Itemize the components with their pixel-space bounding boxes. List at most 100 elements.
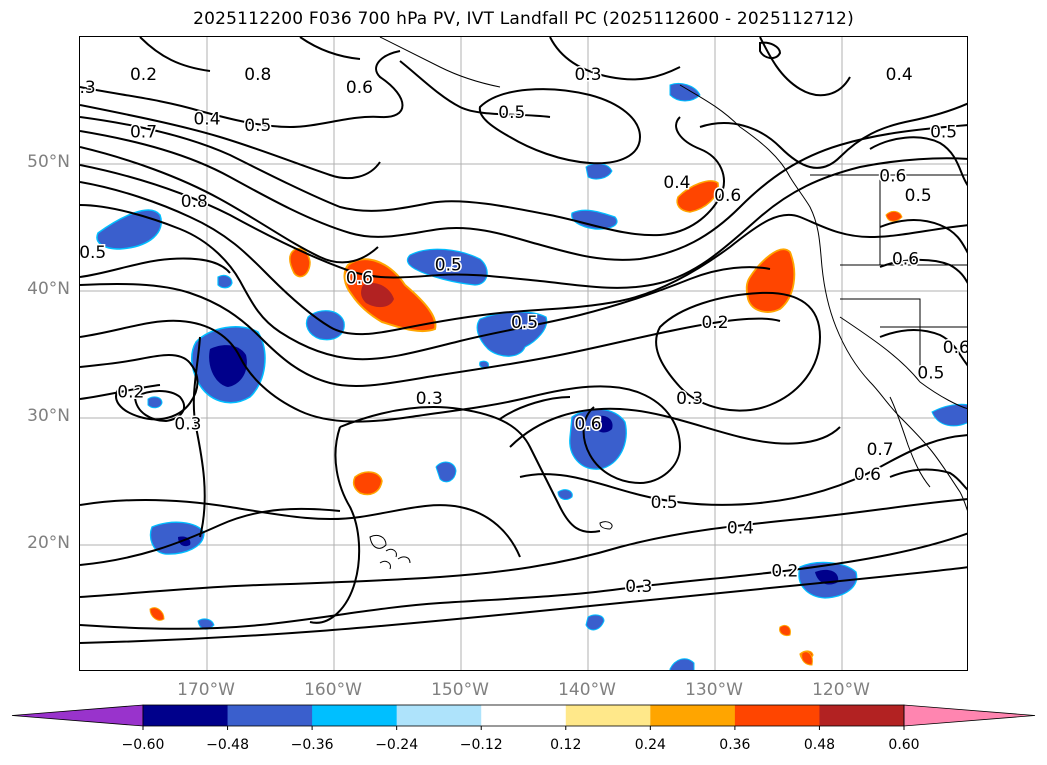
contour-label: 0.8 <box>244 65 271 85</box>
contour-label: 0.5 <box>511 313 538 333</box>
contour-label: 0.2 <box>701 313 728 333</box>
colorbar-tick-label: 0.48 <box>803 737 836 753</box>
colorbar-tick-label: −0.24 <box>375 737 419 753</box>
contour-line <box>80 257 231 278</box>
contour-label: 0.7 <box>130 122 157 142</box>
strong-negative-patch <box>595 415 613 433</box>
colorbar <box>11 704 1036 730</box>
colorbar-outline <box>142 704 905 727</box>
contour-line <box>80 532 967 630</box>
island-hawaii <box>599 521 613 530</box>
contour-line <box>80 116 725 237</box>
colorbar-bin <box>227 705 313 726</box>
contour-line <box>80 282 781 387</box>
contour-line <box>139 37 211 72</box>
contour-label: 0.5 <box>905 186 932 206</box>
colorbar-bin <box>819 705 905 726</box>
map-canvas: 0.2 0.80.60.50.40.7.30.30.50.40.50.80.50.… <box>80 37 968 670</box>
contour-label: 0.3 <box>174 414 201 434</box>
island-hawaii <box>385 548 397 558</box>
contour-label: 0.3 <box>574 65 601 85</box>
contour-label: 0.6 <box>574 414 601 434</box>
contour-label: 0.3 <box>416 389 443 409</box>
map-panel: 0.2 0.8 0.6 0.5 0.4 0.7.3 0.3 0.5 0.4 0.5 0.8 0.5 0.… <box>79 36 968 671</box>
positive-anomaly-patch <box>779 624 791 636</box>
colorbar-tick-label: −0.36 <box>290 737 334 753</box>
contour-line <box>80 204 771 361</box>
contour-label: 0.6 <box>854 465 881 485</box>
contour-label: 0.6 <box>943 338 968 358</box>
strong-negative-patch <box>209 345 247 387</box>
contour-label: 0.5 <box>244 116 271 136</box>
contour-label: 0.6 <box>346 78 373 98</box>
positive-anomaly-patch <box>745 248 796 313</box>
contour-line <box>80 146 379 264</box>
contour-label: 0.3 <box>676 389 703 409</box>
colorbar-tick-label: 0.60 <box>888 737 920 753</box>
shaded-anomalies <box>96 82 967 670</box>
negative-anomaly-patch <box>197 618 215 630</box>
contour-line <box>80 157 967 289</box>
contour-line <box>133 390 185 423</box>
border-line <box>840 298 921 367</box>
contour-label: 0.5 <box>498 103 525 123</box>
longitude-label: 170°W <box>177 680 235 700</box>
contour-label: 0.4 <box>663 173 690 193</box>
contour-label: 0.2 <box>771 562 798 582</box>
colorbar-bin <box>565 705 651 726</box>
island-hawaii <box>397 556 411 564</box>
colorbar-bin <box>312 705 398 726</box>
colorbar-bin <box>650 705 736 726</box>
contour-line <box>759 41 782 59</box>
contour-label: 0.6 <box>346 268 373 288</box>
positive-anomaly-patch <box>289 247 311 278</box>
positive-anomaly-patch <box>801 651 813 666</box>
colorbar-tick-label: 0.24 <box>634 737 666 753</box>
longitude-label: 140°W <box>558 680 616 700</box>
colorbar-tick-label: −0.12 <box>459 737 503 753</box>
colorbar-tick-label: −0.60 <box>121 737 165 753</box>
coastline-baja <box>889 396 931 488</box>
coastlines <box>369 37 967 570</box>
coastline-north-america <box>679 84 967 511</box>
positive-anomaly-patch <box>352 471 383 496</box>
contour-label: 0.6 <box>879 167 906 187</box>
contour-line <box>80 507 341 566</box>
latitude-label: 20°N <box>27 533 70 553</box>
contour-label: 0.2 <box>130 65 157 85</box>
latitude-label: 50°N <box>27 152 70 172</box>
island-hawaii <box>379 560 391 570</box>
positive-anomaly-patch <box>885 210 903 222</box>
colorbar-bin <box>143 705 229 726</box>
contour-line <box>339 406 601 533</box>
contour-line <box>655 291 822 412</box>
contour-line <box>499 396 571 420</box>
contour-line <box>309 426 361 624</box>
colorbar-bin <box>481 705 567 726</box>
contour-label: .3 <box>80 78 96 98</box>
contour-line <box>80 50 404 129</box>
contour-line <box>80 566 967 644</box>
longitude-label: 130°W <box>685 680 743 700</box>
negative-anomaly-patch <box>435 461 457 483</box>
contour-line <box>80 181 967 336</box>
latitude-label: 40°N <box>27 279 70 299</box>
strong-positive-patch <box>361 282 394 308</box>
pv-contours <box>80 37 967 644</box>
gridlines <box>80 37 967 670</box>
contour-label: 0.4 <box>727 518 754 538</box>
contour-line <box>399 60 551 118</box>
island-hawaii <box>369 534 387 549</box>
latitude-label: 30°N <box>27 406 70 426</box>
contour-line <box>519 434 967 506</box>
contour-line <box>80 104 381 180</box>
contour-labels: 0.2 0.80.60.50.40.7.30.30.50.40.50.80.50.… <box>80 64 968 599</box>
colorbar-bin <box>734 705 820 726</box>
contour-line <box>478 88 642 165</box>
negative-anomaly-patch <box>557 489 573 500</box>
contour-line <box>879 219 967 254</box>
contour-line <box>509 407 841 448</box>
negative-anomaly-patch <box>669 658 695 670</box>
negative-anomaly-patch <box>217 274 233 289</box>
contour-label: 0.5 <box>80 243 106 263</box>
